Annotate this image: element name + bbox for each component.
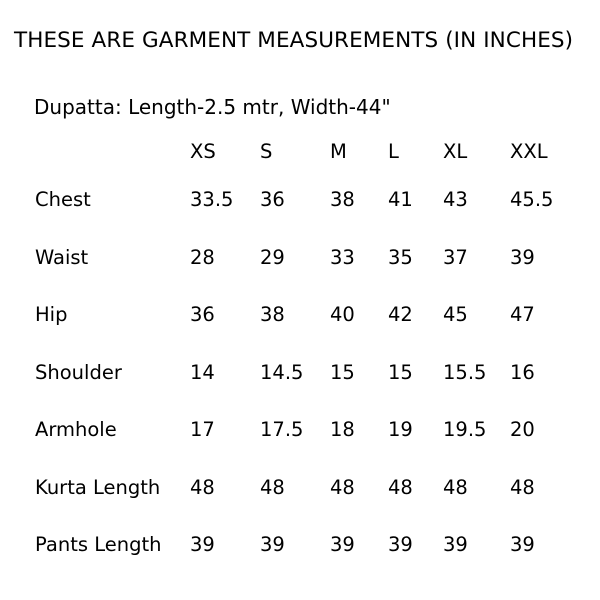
row-label-pants-length: Pants Length xyxy=(35,533,162,556)
row-label-kurta-length: Kurta Length xyxy=(35,475,161,499)
table-header: XS S M L XL XXL xyxy=(0,140,600,188)
cell-hip-l: 42 xyxy=(388,303,413,326)
cell-hip-s: 38 xyxy=(260,303,285,326)
cell-hip-xl: 45 xyxy=(443,303,468,326)
table-row: Shoulder 14 14.5 15 15 15.5 16 xyxy=(0,361,600,419)
cell-kurta-length-m: 48 xyxy=(330,475,355,499)
cell-pants-length-s: 39 xyxy=(260,533,285,556)
cell-armhole-l: 19 xyxy=(388,418,413,441)
table-row: Pants Length 39 39 39 39 39 39 xyxy=(0,533,600,591)
header-cell-measurement xyxy=(0,140,190,188)
cell-waist-xxl: 39 xyxy=(510,245,535,269)
cell-waist-xs: 28 xyxy=(190,245,215,269)
cell-shoulder-xs: 14 xyxy=(190,360,215,384)
cell-armhole-xs: 17 xyxy=(190,418,215,441)
cell-hip-xs: 36 xyxy=(190,303,215,326)
cell-kurta-length-l: 48 xyxy=(388,475,413,499)
cell-pants-length-m: 39 xyxy=(330,533,355,556)
cell-chest-xxl: 45.5 xyxy=(510,188,554,211)
cell-chest-m: 38 xyxy=(330,188,355,211)
cell-armhole-xxl: 20 xyxy=(510,418,535,441)
cell-chest-xl: 43 xyxy=(443,188,468,211)
cell-kurta-length-xs: 48 xyxy=(190,475,215,499)
row-label-waist: Waist xyxy=(35,245,89,269)
row-label-armhole: Armhole xyxy=(35,418,117,441)
table-body: Chest 33.5 36 38 41 43 45.5 Waist 28 29 … xyxy=(0,188,600,591)
header-cell-l: L xyxy=(388,140,399,163)
dupatta-measurement-note: Dupatta: Length-2.5 mtr, Width-44" xyxy=(34,95,391,119)
cell-pants-length-xxl: 39 xyxy=(510,533,535,556)
row-label-chest: Chest xyxy=(35,188,91,211)
row-label-hip: Hip xyxy=(35,303,68,326)
cell-waist-l: 35 xyxy=(388,245,413,269)
table-header-row: XS S M L XL XXL xyxy=(0,140,600,188)
cell-chest-xs: 33.5 xyxy=(190,188,234,211)
table-row: Waist 28 29 33 35 37 39 xyxy=(0,246,600,304)
cell-shoulder-l: 15 xyxy=(388,360,413,384)
cell-shoulder-m: 15 xyxy=(330,360,355,384)
header-cell-s: S xyxy=(260,140,273,163)
table-row: Kurta Length 48 48 48 48 48 48 xyxy=(0,476,600,534)
cell-pants-length-xs: 39 xyxy=(190,533,215,556)
header-cell-m: M xyxy=(330,140,347,163)
cell-hip-xxl: 47 xyxy=(510,303,535,326)
cell-waist-m: 33 xyxy=(330,245,355,269)
cell-shoulder-s: 14.5 xyxy=(260,360,304,384)
table-row: Chest 33.5 36 38 41 43 45.5 xyxy=(0,188,600,246)
cell-kurta-length-s: 48 xyxy=(260,475,285,499)
header-cell-xs: XS xyxy=(190,140,216,163)
table-row: Hip 36 38 40 42 45 47 xyxy=(0,303,600,361)
size-measurement-table: XS S M L XL XXL Chest 33.5 36 38 41 43 4… xyxy=(0,140,600,591)
header-cell-xxl: XXL xyxy=(510,140,548,163)
page-title: THESE ARE GARMENT MEASUREMENTS (IN INCHE… xyxy=(14,28,574,53)
cell-waist-s: 29 xyxy=(260,245,285,269)
cell-pants-length-l: 39 xyxy=(388,533,413,556)
cell-kurta-length-xxl: 48 xyxy=(510,475,535,499)
cell-armhole-s: 17.5 xyxy=(260,418,304,441)
cell-shoulder-xl: 15.5 xyxy=(443,360,487,384)
cell-kurta-length-xl: 48 xyxy=(443,475,468,499)
cell-pants-length-xl: 39 xyxy=(443,533,468,556)
header-cell-xl: XL xyxy=(443,140,468,163)
row-label-shoulder: Shoulder xyxy=(35,360,122,384)
cell-armhole-m: 18 xyxy=(330,418,355,441)
cell-waist-xl: 37 xyxy=(443,245,468,269)
cell-chest-s: 36 xyxy=(260,188,285,211)
cell-shoulder-xxl: 16 xyxy=(510,360,535,384)
table-row: Armhole 17 17.5 18 19 19.5 20 xyxy=(0,418,600,476)
cell-chest-l: 41 xyxy=(388,188,413,211)
cell-armhole-xl: 19.5 xyxy=(443,418,487,441)
cell-hip-m: 40 xyxy=(330,303,355,326)
